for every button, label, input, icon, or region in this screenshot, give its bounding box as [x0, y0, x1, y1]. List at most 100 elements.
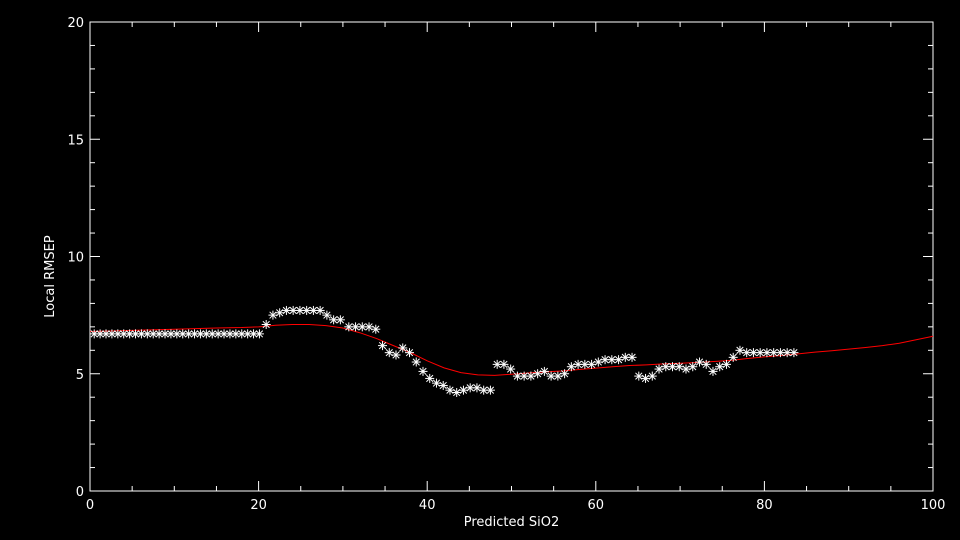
- data-point: [404, 348, 414, 358]
- asterisk-stroke: [628, 353, 636, 361]
- asterisk-stroke: [439, 381, 447, 390]
- y-tick-label: 0: [76, 485, 84, 500]
- data-point: [335, 315, 345, 325]
- data-point: [384, 348, 394, 358]
- data-point: [136, 329, 146, 339]
- data-point: [371, 324, 381, 334]
- asterisk-stroke: [527, 372, 535, 380]
- data-point: [275, 308, 285, 318]
- data-point: [418, 366, 428, 376]
- asterisk-stroke: [426, 374, 434, 383]
- data-point: [593, 357, 603, 367]
- asterisk-stroke: [220, 330, 228, 338]
- asterisk-stroke: [282, 306, 291, 315]
- data-point: [344, 322, 354, 332]
- asterisk-stroke: [756, 348, 764, 357]
- asterisk-stroke: [167, 330, 175, 338]
- data-point: [580, 359, 590, 369]
- data-point: [499, 359, 509, 369]
- asterisk-stroke: [323, 311, 331, 319]
- asterisk-stroke: [446, 386, 454, 394]
- y-tick-labels: 0 5 10 15 20: [67, 16, 84, 500]
- data-point: [485, 385, 495, 395]
- series-points-group: [89, 305, 799, 398]
- asterisk-stroke: [533, 370, 542, 378]
- data-point: [431, 378, 441, 388]
- asterisk-stroke: [601, 356, 609, 364]
- data-point: [553, 371, 563, 381]
- asterisk-stroke: [432, 379, 441, 387]
- data-point: [715, 362, 725, 372]
- data-point: [364, 322, 374, 332]
- data-point: [472, 383, 482, 393]
- y-axis-title: Local RMSEP: [43, 235, 58, 318]
- asterisk-stroke: [466, 384, 474, 392]
- asterisk-stroke: [131, 330, 140, 338]
- asterisk-stroke: [702, 360, 710, 369]
- asterisk-stroke: [149, 330, 157, 338]
- data-point: [458, 385, 468, 395]
- data-point: [742, 348, 752, 358]
- asterisk-stroke: [196, 330, 205, 338]
- asterisk-stroke: [709, 367, 717, 376]
- y-tick-label: 5: [76, 368, 84, 383]
- data-point: [539, 366, 549, 376]
- asterisk-stroke: [554, 372, 562, 380]
- asterisk-stroke: [783, 348, 791, 357]
- asterisk-stroke: [405, 348, 414, 357]
- asterisk-stroke: [689, 363, 697, 371]
- asterisk-stroke: [309, 306, 318, 315]
- x-tick-label: 40: [419, 498, 436, 513]
- data-point: [533, 369, 543, 379]
- y-tick-label: 10: [67, 251, 84, 266]
- x-tick-labels: 0 20 40 60 80 100: [86, 498, 946, 513]
- asterisk-stroke: [459, 386, 468, 394]
- data-point: [391, 350, 401, 360]
- asterisk-stroke: [587, 360, 596, 369]
- asterisk-stroke: [378, 341, 387, 350]
- data-point: [721, 359, 731, 369]
- data-point: [755, 348, 765, 358]
- data-point: [95, 329, 105, 339]
- data-point: [614, 355, 624, 365]
- asterisk-stroke: [173, 330, 181, 338]
- asterisk-stroke: [790, 348, 798, 357]
- asterisk-stroke: [473, 384, 481, 392]
- asterisk-stroke: [453, 388, 461, 397]
- asterisk-stroke: [540, 367, 549, 376]
- data-point: [411, 357, 421, 367]
- x-tick-label: 100: [921, 498, 946, 513]
- asterisk-stroke: [722, 360, 731, 369]
- data-point: [654, 364, 664, 374]
- asterisk-stroke: [763, 348, 771, 357]
- asterisk-stroke: [102, 330, 110, 338]
- data-point: [378, 341, 388, 351]
- asterisk-stroke: [480, 386, 488, 394]
- data-point: [302, 305, 312, 315]
- data-point: [207, 329, 217, 339]
- data-point: [694, 357, 704, 367]
- x-tick-label: 0: [86, 498, 94, 513]
- asterisk-stroke: [96, 330, 104, 338]
- asterisk-stroke: [208, 330, 216, 338]
- data-point: [526, 371, 536, 381]
- asterisk-stroke: [214, 330, 222, 338]
- data-point: [701, 359, 711, 369]
- data-point: [479, 385, 489, 395]
- asterisk-stroke: [289, 306, 297, 315]
- data-point: [445, 385, 455, 395]
- asterisk-stroke: [137, 330, 146, 338]
- data-point: [560, 369, 570, 379]
- asterisk-stroke: [243, 330, 252, 338]
- asterisk-stroke: [372, 325, 380, 333]
- data-point: [398, 343, 408, 353]
- y-tick-label: 15: [67, 133, 84, 148]
- asterisk-stroke: [608, 356, 616, 364]
- asterisk-stroke: [682, 365, 690, 373]
- asterisk-stroke: [621, 353, 629, 361]
- asterisk-stroke: [108, 330, 116, 338]
- asterisk-stroke: [179, 330, 187, 338]
- asterisk-stroke: [238, 330, 246, 338]
